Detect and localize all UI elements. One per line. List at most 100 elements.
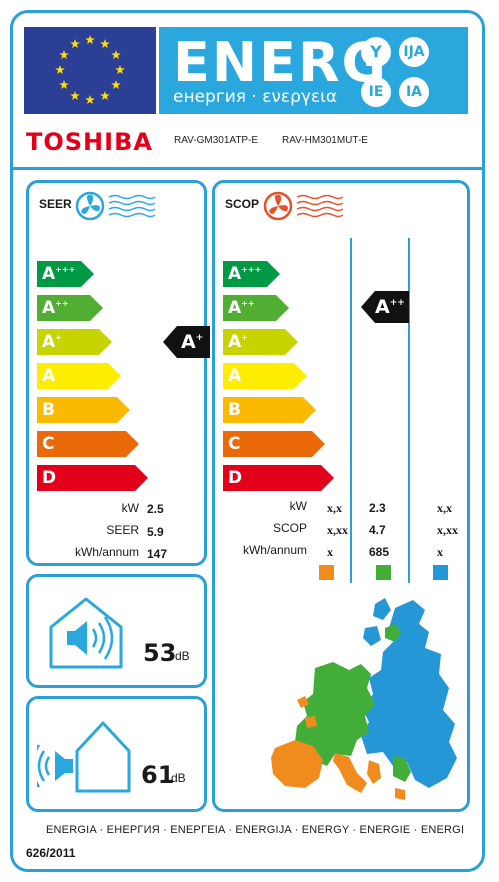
heat-colder-scop: x,xx <box>327 523 348 537</box>
cooling-rating-badge: A+ <box>163 326 210 358</box>
heat-class-arrow: A+++ <box>223 261 280 287</box>
model-indoor: RAV-GM301ATP-E <box>174 135 259 146</box>
cool-arrow-tip <box>117 397 130 423</box>
cool-arrow-tip <box>126 431 139 457</box>
heat-class-arrow: D <box>223 465 334 491</box>
heat-arrow-tip <box>276 295 289 321</box>
heat-label-scop: SCOP <box>272 521 307 535</box>
zone-colder-square <box>319 565 334 580</box>
heat-class-arrow: B <box>223 397 316 423</box>
heat-arrow-tip <box>294 363 307 389</box>
cool-class-letter: B <box>42 400 55 420</box>
cool-class-plus: + <box>55 333 62 342</box>
seer-title: SEER <box>39 197 72 211</box>
eu-star <box>85 35 95 44</box>
eu-star <box>111 50 121 59</box>
cool-class-letter: C <box>42 434 55 454</box>
energy-header: ENERG енергия · ενεργεια Y IJA IE IA <box>159 27 468 114</box>
heat-class-letter: A <box>228 332 242 352</box>
zone-divider-1 <box>350 238 352 583</box>
eu-star <box>85 95 95 104</box>
heat-colder-annual: x <box>327 545 333 559</box>
fan-red-icon <box>263 191 344 221</box>
eu-flag <box>24 27 156 114</box>
heat-arrow-tip <box>303 397 316 423</box>
eu-star <box>59 80 69 89</box>
cooling-rating-plus: + <box>195 333 204 343</box>
cool-class-arrow: A <box>37 363 121 389</box>
heat-class-letter: A <box>228 366 242 386</box>
heat-class-plus: +++ <box>241 265 262 274</box>
cool-label-annual: kWh/annum <box>74 545 139 559</box>
cool-class-arrow: B <box>37 397 130 423</box>
cool-class-plus: ++ <box>55 299 69 308</box>
eu-star <box>55 65 65 74</box>
heat-class-letter: C <box>228 434 241 454</box>
heat-class-arrow: A <box>223 363 307 389</box>
eu-star <box>70 39 80 49</box>
heat-label-annual: kWh/annum <box>242 543 307 557</box>
label-frame <box>10 10 485 872</box>
heat-class-arrow: A++ <box>223 295 289 321</box>
speaker-icon <box>67 621 87 655</box>
brand-name: TOSHIBA <box>26 128 153 156</box>
model-outdoor: RAV-HM301MUT-E <box>282 135 368 146</box>
cool-label-kw: kW <box>121 501 139 515</box>
energy-word: ENERG <box>173 31 388 94</box>
heat-class-plus: ++ <box>241 299 255 308</box>
heat-class-arrow: C <box>223 431 325 457</box>
cooling-panel: SEER A+ kW 2.5 SEER 5.9 kWh/annum 147 A+… <box>26 180 210 566</box>
cool-class-arrow: A+ <box>37 329 112 355</box>
cool-arrow-tip <box>108 363 121 389</box>
cool-value-seer: 5.9 <box>147 525 164 539</box>
cool-class-plus: +++ <box>55 265 76 274</box>
heat-warmer-scop: x,xx <box>437 523 458 537</box>
heat-average-kw: 2.3 <box>369 501 386 515</box>
languages-footer: ENERGIA · ЕНЕРГИЯ · ΕΝΕΡΓΕΙΑ · ENERGIJA … <box>46 824 465 836</box>
heat-class-letter: B <box>228 400 241 420</box>
heating-panel: SCOP A++ kW x,x 2.3 x,x SCOP x,xx 4.7 x,… <box>212 180 470 812</box>
eu-star <box>100 39 110 49</box>
heat-class-arrow: A+ <box>223 329 298 355</box>
fan-blue-icon <box>75 191 156 221</box>
europe-map-icon <box>271 598 457 800</box>
heat-class-letter: A <box>228 298 242 318</box>
heating-rating-letter: A++ <box>375 296 405 318</box>
heat-arrow-tip <box>285 329 298 355</box>
eu-star <box>111 80 121 89</box>
heat-class-letter: A <box>228 264 242 284</box>
outdoor-noise-unit: dB <box>171 771 186 785</box>
suffix-ia: IA <box>399 77 429 107</box>
zone-divider-2 <box>408 238 410 583</box>
cool-class-letter: A <box>42 298 56 318</box>
cool-arrow-tip <box>81 261 94 287</box>
cold-waves-icon <box>108 194 156 218</box>
heat-waves-icon <box>296 194 344 218</box>
heating-rating-plus: ++ <box>389 298 405 308</box>
heat-average-annual: 685 <box>369 545 390 559</box>
outdoor-noise-panel: 61 dB <box>26 696 207 812</box>
heat-arrow-tip <box>267 261 280 287</box>
cool-class-letter: D <box>42 468 57 488</box>
scop-title: SCOP <box>225 197 260 211</box>
energy-subtitle: енергия · ενεργεια <box>173 87 338 107</box>
suffix-ija: IJA <box>399 37 429 67</box>
eu-star <box>100 91 110 100</box>
cool-arrow-tip <box>90 295 103 321</box>
cool-class-letter: A <box>42 332 56 352</box>
house-icon <box>49 597 123 669</box>
heat-label-kw: kW <box>289 499 307 513</box>
cool-arrow-tip <box>135 465 148 491</box>
indoor-noise-panel: 53 dB <box>26 574 207 688</box>
heat-average-scop: 4.7 <box>369 523 386 537</box>
eu-star <box>115 65 125 74</box>
eu-star <box>59 50 69 59</box>
heat-warmer-annual: x <box>437 545 443 559</box>
cooling-rating-letter: A+ <box>181 331 204 353</box>
cool-class-arrow: A+++ <box>37 261 94 287</box>
regulation-number: 626/2011 <box>26 846 76 860</box>
heat-warmer-kw: x,x <box>437 501 452 515</box>
zone-average-square <box>376 565 391 580</box>
indoor-noise-value: 53 <box>143 639 177 667</box>
heat-class-letter: D <box>228 468 243 488</box>
